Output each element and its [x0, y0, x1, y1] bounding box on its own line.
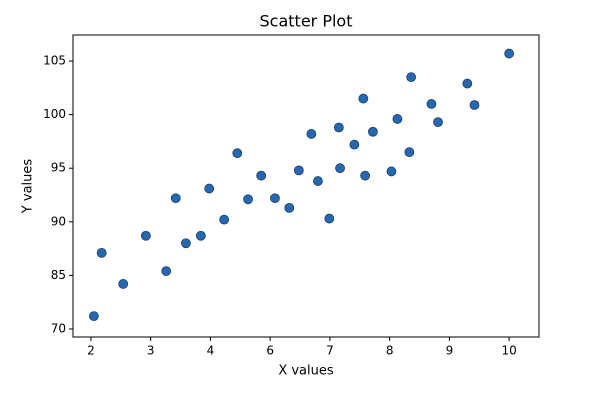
point	[358, 93, 369, 104]
point	[349, 139, 360, 150]
x-tick-label: 3	[147, 344, 155, 358]
point	[469, 100, 480, 110]
plot-frame	[72, 34, 540, 338]
y-tick-label: 95	[51, 161, 66, 175]
point	[335, 163, 345, 174]
point	[170, 193, 181, 204]
y-tick-label: 70	[51, 321, 66, 335]
point	[270, 193, 280, 204]
point	[368, 126, 378, 137]
y-axis-label: Y values	[21, 159, 36, 215]
point	[386, 166, 397, 177]
point	[426, 99, 437, 109]
point	[324, 213, 335, 224]
y-tick-label: 105	[43, 54, 66, 68]
point	[219, 214, 230, 225]
point	[462, 78, 473, 89]
point	[256, 170, 267, 181]
point	[504, 48, 515, 59]
point	[232, 148, 243, 159]
point	[118, 279, 129, 289]
point	[204, 183, 215, 194]
y-tick-label: 85	[51, 268, 66, 282]
point	[140, 230, 151, 241]
x-tick-label: 6	[266, 344, 274, 358]
x-tick-label: 8	[386, 344, 394, 358]
point	[284, 202, 295, 213]
x-tick-label: 10	[501, 344, 516, 358]
point	[293, 165, 304, 176]
point	[195, 230, 206, 241]
x-tick-label: 4	[207, 344, 215, 358]
x-tick-label: 9	[446, 344, 454, 358]
point	[243, 194, 253, 205]
point	[433, 117, 443, 128]
x-tick-label: 2	[87, 344, 95, 358]
point	[161, 266, 172, 276]
x-axis-label: X values	[278, 364, 334, 379]
x-tick-label: 7	[326, 344, 334, 358]
point	[360, 170, 371, 181]
point	[333, 122, 344, 133]
point	[89, 311, 99, 322]
point	[313, 176, 323, 186]
point	[181, 238, 191, 249]
point	[406, 72, 417, 83]
y-tick-label: 90	[51, 214, 66, 228]
point	[392, 114, 403, 124]
y-tick-label: 100	[43, 107, 66, 121]
point	[404, 147, 415, 158]
chart-title: Scatter Plot	[260, 12, 353, 31]
point	[306, 129, 317, 139]
point	[96, 247, 107, 258]
